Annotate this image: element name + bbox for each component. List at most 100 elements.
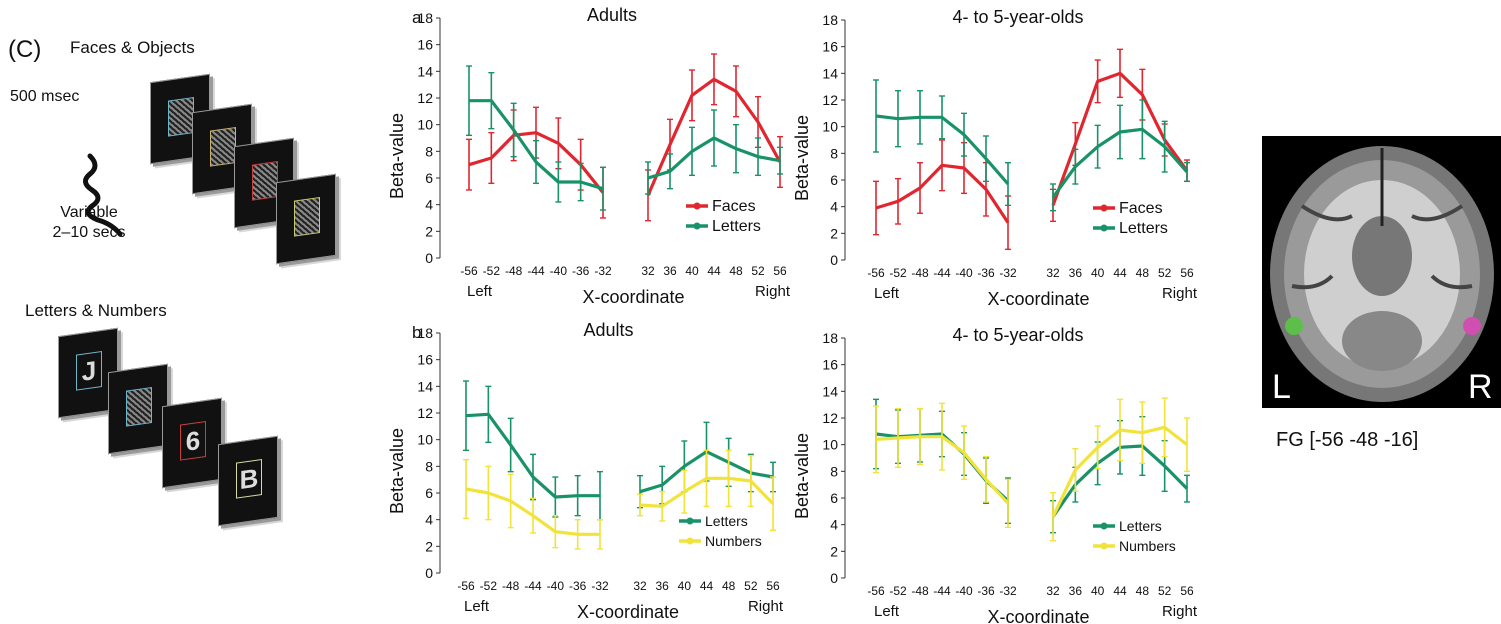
y-tick-label: 6 [830,490,838,506]
y-tick-label: 0 [830,252,838,268]
x-tick-label: 56 [1180,584,1194,598]
x-side-label-right: Right [1162,285,1198,302]
series-line-letters-left [465,412,600,499]
y-tick-label: 4 [425,197,433,213]
x-tick-label: 56 [773,264,787,278]
legend-label: Faces [712,198,756,215]
x-side-label-left: Left [464,598,490,615]
x-tick-label: -40 [955,266,973,280]
variable-range: 2–10 secs [52,224,126,241]
x-tick-label: -44 [527,264,545,278]
x-tick-label: -32 [999,266,1017,280]
y-tick-label: 12 [417,90,433,106]
x-tick-label: -56 [460,264,478,278]
x-tick-label: 36 [1069,266,1083,280]
legend-marker [693,202,701,210]
legend-label: Letters [1119,220,1168,237]
legend-label: Letters [712,218,761,235]
series-line-letters-right [1051,127,1189,199]
brain-left-label: L [1272,368,1291,406]
x-tick-label: -48 [911,266,929,280]
y-tick-label: 6 [425,485,433,501]
x-tick-label: 32 [633,579,647,593]
y-tick-label: 10 [417,117,433,133]
x-axis-label: X-coordinate [987,289,1089,309]
x-tick-label: -44 [524,579,542,593]
legend-marker [1100,204,1108,212]
x-tick-label: -52 [483,264,501,278]
legend-marker [686,517,694,525]
y-tick-label: 18 [822,330,838,346]
y-tick-label: 8 [830,145,838,161]
x-tick-label: 52 [1158,266,1172,280]
duration-squiggle [83,153,123,237]
x-side-label-left: Left [874,603,900,620]
legend-label: Letters [705,513,748,529]
y-tick-label: 16 [417,37,433,53]
x-tick-label: 52 [751,264,765,278]
x-tick-label: 44 [1113,266,1127,280]
legend-marker [693,222,701,230]
y-tick-label: 4 [830,199,838,215]
series-line-faces-right [646,77,782,196]
x-tick-label: 40 [1091,584,1105,598]
x-axis-label: X-coordinate [577,602,679,622]
x-axis-label: X-coordinate [987,607,1089,624]
legend-label: Faces [1119,200,1163,217]
y-tick-label: 14 [417,378,433,394]
x-tick-label: 36 [1069,584,1083,598]
x-tick-label: -40 [955,584,973,598]
y-tick-label: 16 [822,357,838,373]
x-tick-label: 56 [1180,266,1194,280]
x-tick-label: -52 [889,584,907,598]
x-tick-label: -36 [569,579,587,593]
series-line-numbers-right [639,476,775,508]
y-tick-label: 8 [425,458,433,474]
x-tick-label: 52 [744,579,758,593]
x-tick-label: -32 [594,264,612,278]
legend-marker [1100,522,1108,530]
x-tick-label: 32 [1046,584,1060,598]
x-tick-label: 48 [1136,584,1150,598]
x-tick-label: 36 [655,579,669,593]
left-roi-marker [1285,317,1303,335]
x-tick-label: -48 [505,264,523,278]
legend-marker [686,537,694,545]
y-axis-label: Beta-value [387,113,407,199]
x-tick-label: -44 [933,584,951,598]
x-side-label-left: Left [467,283,493,300]
series-line-letters-left [875,114,1010,186]
x-tick-label: -32 [591,579,609,593]
faces-objects-title: Faces & Objects [70,38,195,57]
brain-caption: FG [-56 -48 -16] [1276,429,1419,451]
series-line-letters-right [647,136,781,180]
x-side-label-right: Right [748,598,784,615]
x-tick-label: -52 [480,579,498,593]
x-tick-label: 44 [1113,584,1127,598]
x-tick-label: -36 [977,584,995,598]
x-tick-label: -36 [572,264,590,278]
y-tick-label: 2 [425,223,433,239]
x-tick-label: -40 [547,579,565,593]
chart-title: Adults [587,5,637,25]
y-tick-label: 10 [417,432,433,448]
x-tick-label: 44 [700,579,714,593]
y-tick-label: 14 [822,383,838,399]
x-tick-label: -52 [889,266,907,280]
y-tick-label: 12 [822,410,838,426]
y-tick-label: 8 [425,143,433,159]
y-tick-label: 2 [425,538,433,554]
x-tick-label: -48 [911,584,929,598]
x-tick-label: -40 [550,264,568,278]
duration-label: 500 msec [10,88,80,105]
y-tick-label: 12 [822,92,838,108]
x-side-label-left: Left [874,285,900,302]
x-tick-label: 40 [685,264,699,278]
x-tick-label: 48 [1136,266,1150,280]
x-side-label-right: Right [1162,603,1198,620]
x-tick-label: -32 [999,584,1017,598]
x-side-label-right: Right [755,283,791,300]
panel-label-c: (C) [8,36,42,63]
y-tick-label: 10 [822,119,838,135]
legend-marker [1100,542,1108,550]
